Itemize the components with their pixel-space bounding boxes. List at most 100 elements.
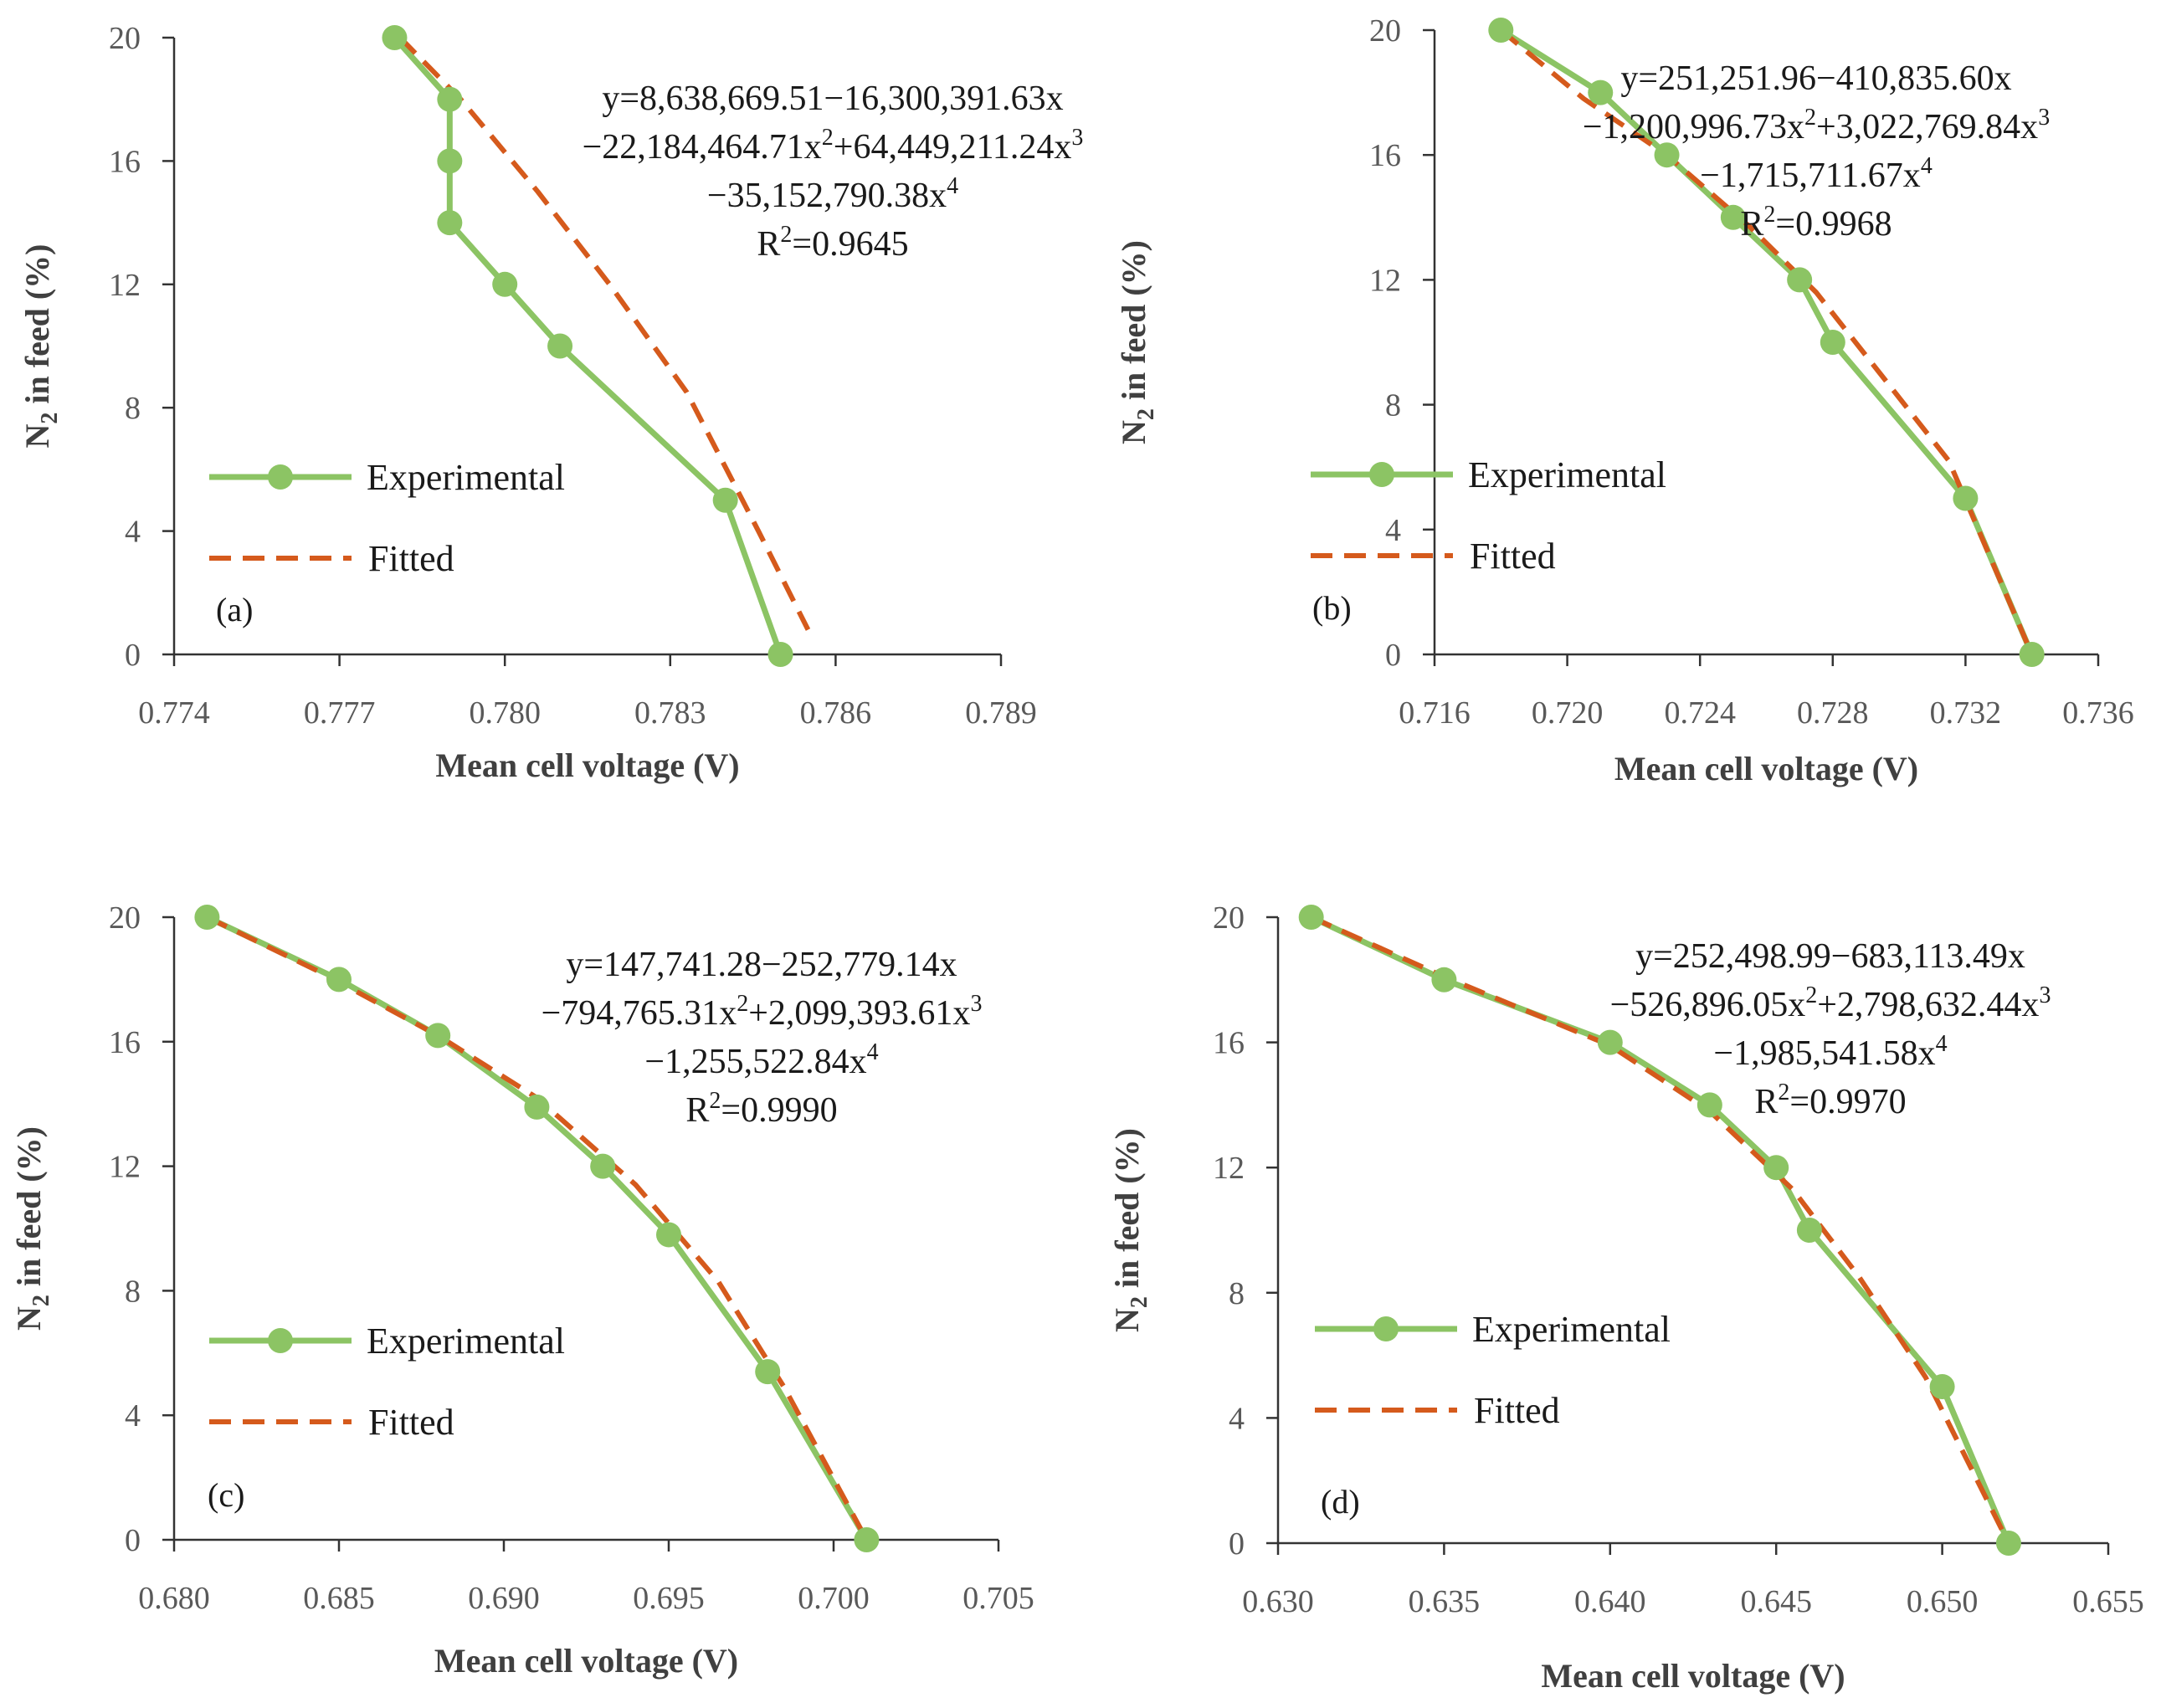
experimental-point (437, 148, 463, 174)
experimental-point (1597, 1029, 1623, 1055)
equation-term: −1,200,996.73x (1583, 108, 1804, 146)
fit-equation: y=252,498.99−683,113.49x−526,896.05x2+2,… (1610, 937, 2051, 1121)
panel-label: (a) (216, 591, 253, 628)
x-tick-label: 0.732 (1930, 695, 2002, 731)
y-tick-label: 4 (1229, 1401, 1245, 1436)
equation-line-3: −1,255,522.84x4 (644, 1039, 878, 1081)
experimental-point (1720, 204, 1746, 230)
fitted-series-line (1499, 28, 2035, 656)
experimental-point (437, 86, 463, 112)
y-tick-label: 20 (109, 21, 141, 56)
x-tick-label: 0.645 (1740, 1584, 1812, 1619)
y-tick-label: 4 (125, 1398, 141, 1434)
x-tick-label: 0.680 (138, 1581, 210, 1616)
equation-term: −1,715,711.67x (1700, 156, 1921, 195)
y-tick-label: 20 (1369, 13, 1401, 49)
equation-superscript: 4 (947, 173, 958, 199)
x-tick-label: 0.690 (468, 1581, 540, 1616)
experimental-point (524, 1094, 550, 1120)
legend-experimental-label: Experimental (367, 457, 565, 498)
r-squared-superscript: 2 (1763, 202, 1775, 228)
experimental-point (1953, 485, 1979, 511)
legend-fitted-label: Fitted (1470, 536, 1556, 577)
y-axis-title-rest: in feed (%) (1115, 240, 1152, 408)
x-tick-label: 0.777 (304, 695, 376, 731)
equation-term: +2,798,632.44x (1817, 986, 2039, 1024)
r-squared-superscript: 2 (1778, 1080, 1789, 1105)
legend-experimental-swatch-marker (268, 1328, 293, 1353)
y-tick-label: 0 (125, 638, 141, 673)
legend: Experimental Fitted (209, 1321, 565, 1443)
y-axis-title-rest: in feed (%) (10, 1126, 48, 1295)
y-tick-label: 12 (109, 268, 141, 303)
x-tick-label: 0.635 (1409, 1584, 1481, 1619)
y-tick-label: 8 (1385, 388, 1401, 423)
x-tick-label: 0.655 (2072, 1584, 2144, 1619)
fit-equation: y=147,741.28−252,779.14x−794,765.31x2+2,… (542, 946, 983, 1130)
x-tick-label: 0.774 (138, 695, 210, 731)
equation-line-2: −794,765.31x2+2,099,393.61x3 (542, 991, 983, 1033)
y-tick-label: 16 (1213, 1026, 1245, 1061)
y-axis-title-subscript: 2 (1127, 1296, 1152, 1308)
equation-line-2: −22,184,464.71x2+64,449,211.24x3 (583, 125, 1084, 167)
fitted-series-line (1310, 915, 2011, 1545)
y-axis-title-subscript: 2 (1133, 408, 1159, 420)
experimental-point (854, 1527, 880, 1552)
experimental-point (1696, 1092, 1722, 1118)
equation-superscript: 2 (822, 125, 834, 151)
x-tick-label: 0.786 (800, 695, 872, 731)
legend-experimental-label: Experimental (367, 1321, 565, 1362)
y-axis-title-rest: in feed (%) (18, 244, 56, 413)
y-tick-label: 8 (1229, 1276, 1245, 1311)
x-tick-label: 0.685 (303, 1581, 375, 1616)
x-tick-label: 0.630 (1242, 1584, 1314, 1619)
y-tick-label: 12 (109, 1150, 141, 1185)
x-tick-label: 0.736 (2062, 695, 2134, 731)
experimental-point (1787, 267, 1813, 293)
equation-superscript: 2 (1804, 105, 1816, 131)
r-squared-symbol: R (685, 1091, 709, 1130)
experimental-point (492, 271, 518, 297)
x-tick-label: 0.700 (798, 1581, 870, 1616)
experimental-point (1929, 1374, 1955, 1399)
y-tick-label: 8 (125, 1274, 141, 1309)
x-tick-label: 0.640 (1574, 1584, 1646, 1619)
r-squared-superscript: 2 (780, 222, 792, 248)
r-squared-symbol: R (1740, 205, 1763, 244)
experimental-point (194, 905, 220, 930)
r-squared-superscript: 2 (709, 1088, 721, 1114)
r-squared-value: =0.9645 (792, 225, 908, 264)
legend-fitted-label: Fitted (1474, 1390, 1560, 1431)
y-tick-label: 12 (1369, 263, 1401, 298)
y-tick-label: 0 (1385, 638, 1401, 673)
experimental-series-line (1499, 28, 2035, 656)
equation-superscript: 2 (1805, 982, 1817, 1008)
r-squared-value: =0.9968 (1775, 205, 1892, 244)
equation-superscript: 3 (2039, 982, 2051, 1008)
y-tick-label: 0 (125, 1523, 141, 1558)
equation-line-1: y=251,251.96−410,835.60x (1620, 59, 2011, 98)
experimental-point (437, 210, 463, 236)
equation-term: −1,985,541.58x (1713, 1034, 1935, 1073)
y-tick-label: 20 (109, 900, 141, 936)
experimental-point (767, 642, 793, 667)
experimental-point (1995, 1531, 2021, 1556)
y-axis-title-main: N (18, 423, 56, 448)
experimental-point (425, 1023, 451, 1049)
equation-r-squared: R2=0.9970 (1754, 1080, 1906, 1121)
experimental-point (1763, 1155, 1789, 1181)
y-axis-title-subscript: 2 (37, 413, 63, 424)
x-tick-label: 0.728 (1797, 695, 1869, 731)
equation-superscript: 3 (2038, 105, 2050, 131)
y-axis-title: N2 in feed (%) (18, 244, 63, 449)
x-tick-label: 0.783 (634, 695, 706, 731)
panel-label: (d) (1321, 1483, 1360, 1521)
chart-panel-2: 0.716 0.720 0.724 0.728 0.732 0.736 0 4 8 12 16 20 M… (1115, 13, 2134, 787)
experimental-point (755, 1359, 781, 1385)
x-tick-label: 0.780 (469, 695, 541, 731)
equation-line-1: y=8,638,669.51−16,300,391.63x (602, 80, 1063, 118)
y-axis-title: N2 in feed (%) (1108, 1128, 1152, 1332)
y-tick-label: 4 (125, 515, 141, 550)
legend-experimental-swatch-marker (1369, 462, 1394, 487)
